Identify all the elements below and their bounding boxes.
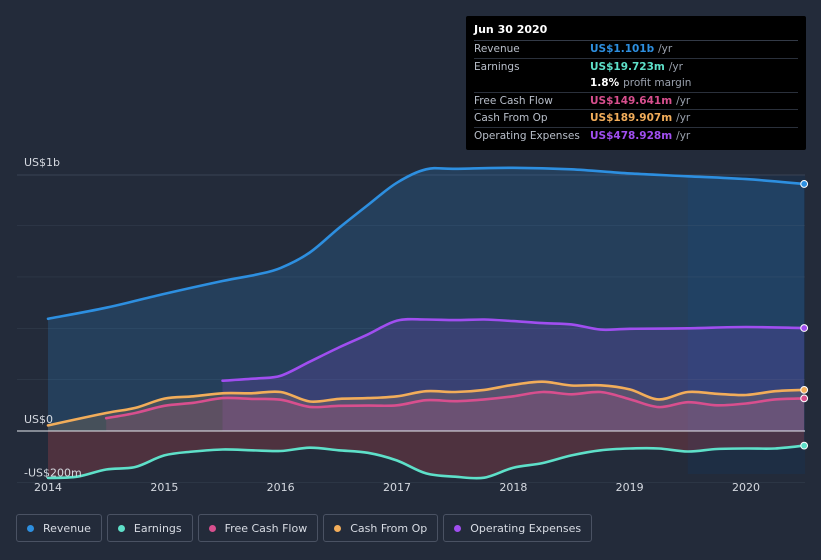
x-tick-label: 2017 [383, 481, 411, 494]
endpoint-earnings [800, 441, 809, 450]
tooltip-label: Operating Expenses [474, 129, 580, 142]
tooltip-row-operating-expenses: Operating Expenses US$478.928m /yr [474, 128, 798, 145]
tooltip-row-profit-margin: 1.8% profit margin [474, 75, 798, 93]
tooltip-unit: /yr [668, 60, 683, 73]
tooltip-unit: /yr [676, 112, 691, 125]
area-earnings [48, 431, 805, 479]
x-tick-label: 2018 [499, 481, 527, 494]
area-revenue [48, 167, 805, 431]
tooltip-value-operating-expenses: US$478.928m [590, 129, 673, 142]
tooltip-value-revenue: US$1.101b [590, 43, 655, 56]
x-axis-labels: 2014 2015 2016 2017 2018 2019 2020 [34, 481, 760, 494]
x-tick-label: 2015 [150, 481, 178, 494]
series-endpoints [800, 180, 809, 450]
legend-label: Revenue [43, 521, 91, 535]
x-tick-label: 2019 [616, 481, 644, 494]
data-tooltip: Jun 30 2020 Revenue US$1.101b /yr Earnin… [466, 16, 806, 150]
x-tick-label: 2014 [34, 481, 62, 494]
endpoint-operating-expenses [800, 324, 809, 332]
legend-label: Cash From Op [350, 521, 428, 535]
tooltip-label: Free Cash Flow [474, 94, 553, 107]
line-revenue [46, 166, 806, 321]
legend-dot-icon [334, 524, 342, 532]
x-tick-label: 2020 [732, 481, 760, 494]
tooltip-row-cash-from-op: Cash From Op US$189.907m /yr [474, 110, 798, 128]
line-cash-from-op [46, 380, 806, 427]
tooltip-unit: /yr [658, 43, 673, 56]
tooltip-row-earnings: Earnings US$19.723m /yr [474, 59, 798, 76]
y-tick-label: US$0 [24, 413, 53, 426]
legend-item-operating-expenses[interactable]: Operating Expenses [443, 514, 593, 542]
tooltip-value-earnings: US$19.723m [590, 60, 665, 73]
y-axis-labels: US$1b US$0 -US$200m [24, 156, 82, 479]
tooltip-unit: /yr [676, 129, 691, 142]
tooltip-date: Jun 30 2020 [474, 23, 798, 41]
legend-label: Operating Expenses [470, 521, 582, 535]
forecast-shade [687, 175, 805, 474]
legend-label: Free Cash Flow [224, 521, 308, 535]
tooltip-label: Earnings [474, 60, 520, 73]
tooltip-label: Revenue [474, 43, 520, 56]
series-areas [48, 167, 805, 479]
tooltip-row-free-cash-flow: Free Cash Flow US$149.641m /yr [474, 93, 798, 110]
legend-dot-icon [27, 524, 34, 532]
chart-legend: Revenue Earnings Free Cash Flow Cash Fro… [16, 514, 593, 542]
tooltip-unit: profit margin [623, 77, 692, 90]
endpoint-free-cash-flow [800, 394, 809, 403]
tooltip-row-revenue: Revenue US$1.101b /yr [474, 41, 798, 59]
legend-item-earnings[interactable]: Earnings [106, 514, 193, 542]
series-lines [46, 166, 806, 480]
x-tick-label: 2016 [267, 481, 295, 494]
endpoint-revenue [800, 180, 809, 188]
y-tick-label: -US$200m [24, 466, 82, 479]
tooltip-value-free-cash-flow: US$149.641m [590, 94, 673, 107]
area-operating-expenses [222, 319, 805, 431]
area-free-cash-flow [106, 391, 805, 431]
line-free-cash-flow [104, 390, 806, 420]
tooltip-unit: /yr [676, 94, 691, 107]
legend-item-cash-from-op[interactable]: Cash From Op [323, 514, 439, 542]
legend-dot-icon [454, 524, 462, 532]
tooltip-value-profit-margin: 1.8% [590, 77, 620, 90]
y-tick-label: US$1b [24, 156, 60, 169]
endpoint-cash-from-op [800, 386, 809, 394]
tooltip-value-cash-from-op: US$189.907m [590, 112, 673, 125]
legend-item-free-cash-flow[interactable]: Free Cash Flow [197, 514, 319, 542]
legend-label: Earnings [133, 521, 182, 535]
line-earnings [46, 444, 806, 480]
legend-dot-icon [208, 524, 216, 532]
legend-item-revenue[interactable]: Revenue [16, 514, 102, 542]
legend-dot-icon [117, 524, 125, 532]
tooltip-label: Cash From Op [474, 112, 548, 125]
line-operating-expenses [221, 317, 806, 382]
